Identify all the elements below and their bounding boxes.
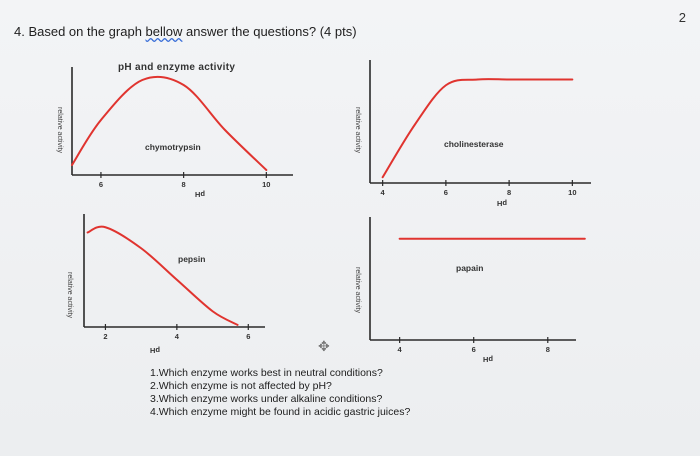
chart-cholinesterase: 4 6 8 10 relative activity pH cholinesterase bbox=[354, 60, 591, 208]
series-line-cholinesterase bbox=[381, 78, 574, 179]
x-tick-label: 2 bbox=[103, 332, 107, 341]
x-tick-label: 8 bbox=[507, 188, 511, 197]
chart-title: pH and enzyme activity bbox=[118, 62, 236, 73]
series-label: papain bbox=[456, 263, 483, 273]
question-list: 1.Which enzyme works best in neutral con… bbox=[150, 367, 410, 419]
question-item: 4.Which enzyme might be found in acidic … bbox=[150, 406, 411, 418]
question-item: 1.Which enzyme works best in neutral con… bbox=[150, 367, 383, 379]
x-tick-label: 4 bbox=[398, 345, 403, 354]
page-number: 2 bbox=[678, 10, 686, 25]
series-line-chymotrypsin bbox=[71, 75, 268, 171]
question-header: 4. Based on the graph bellow answer the … bbox=[14, 24, 357, 39]
x-tick-label: 6 bbox=[99, 180, 103, 189]
x-tick-label: 6 bbox=[444, 188, 448, 197]
x-axis-label: pH bbox=[150, 346, 160, 355]
y-axis-label: relative activity bbox=[56, 107, 63, 153]
x-tick-label: 6 bbox=[246, 332, 250, 341]
question-header-prefix: 4. Based on the graph bbox=[14, 24, 146, 39]
x-tick-label: 4 bbox=[381, 188, 386, 197]
x-tick-label: 8 bbox=[182, 180, 186, 189]
series-label: pepsin bbox=[178, 254, 205, 264]
chart-pepsin: 2 4 6 relative activity pH pepsin bbox=[66, 214, 265, 355]
x-tick-label: 10 bbox=[262, 180, 270, 189]
series-label: cholinesterase bbox=[444, 139, 504, 149]
x-tick-label: 8 bbox=[546, 345, 550, 354]
x-axis-label: pH bbox=[483, 355, 493, 364]
move-icon[interactable]: ✥ bbox=[318, 338, 330, 354]
chart-chymotrypsin: 6 8 10 relative activity pH chymotrypsin bbox=[56, 67, 293, 199]
x-tick-label: 6 bbox=[472, 345, 476, 354]
spellcheck-word[interactable]: bellow bbox=[145, 24, 183, 39]
chart-papain: 4 6 8 relative activity pH papain bbox=[354, 217, 586, 364]
x-axis-label: pH bbox=[497, 199, 507, 208]
series-label: chymotrypsin bbox=[145, 142, 201, 152]
x-tick-label: 10 bbox=[568, 188, 576, 197]
x-tick-label: 4 bbox=[175, 332, 180, 341]
x-axis-label: pH bbox=[195, 190, 205, 199]
y-axis-label: relative activity bbox=[354, 107, 361, 153]
question-header-suffix: answer the questions? (4 pts) bbox=[182, 24, 357, 39]
y-axis-label: relative activity bbox=[354, 267, 361, 313]
question-item: 3.Which enzyme works under alkaline cond… bbox=[150, 393, 383, 405]
series-line-pepsin bbox=[86, 225, 239, 326]
question-item: 2.Which enzyme is not affected by pH? bbox=[150, 380, 332, 392]
y-axis-label: relative activity bbox=[66, 272, 73, 318]
